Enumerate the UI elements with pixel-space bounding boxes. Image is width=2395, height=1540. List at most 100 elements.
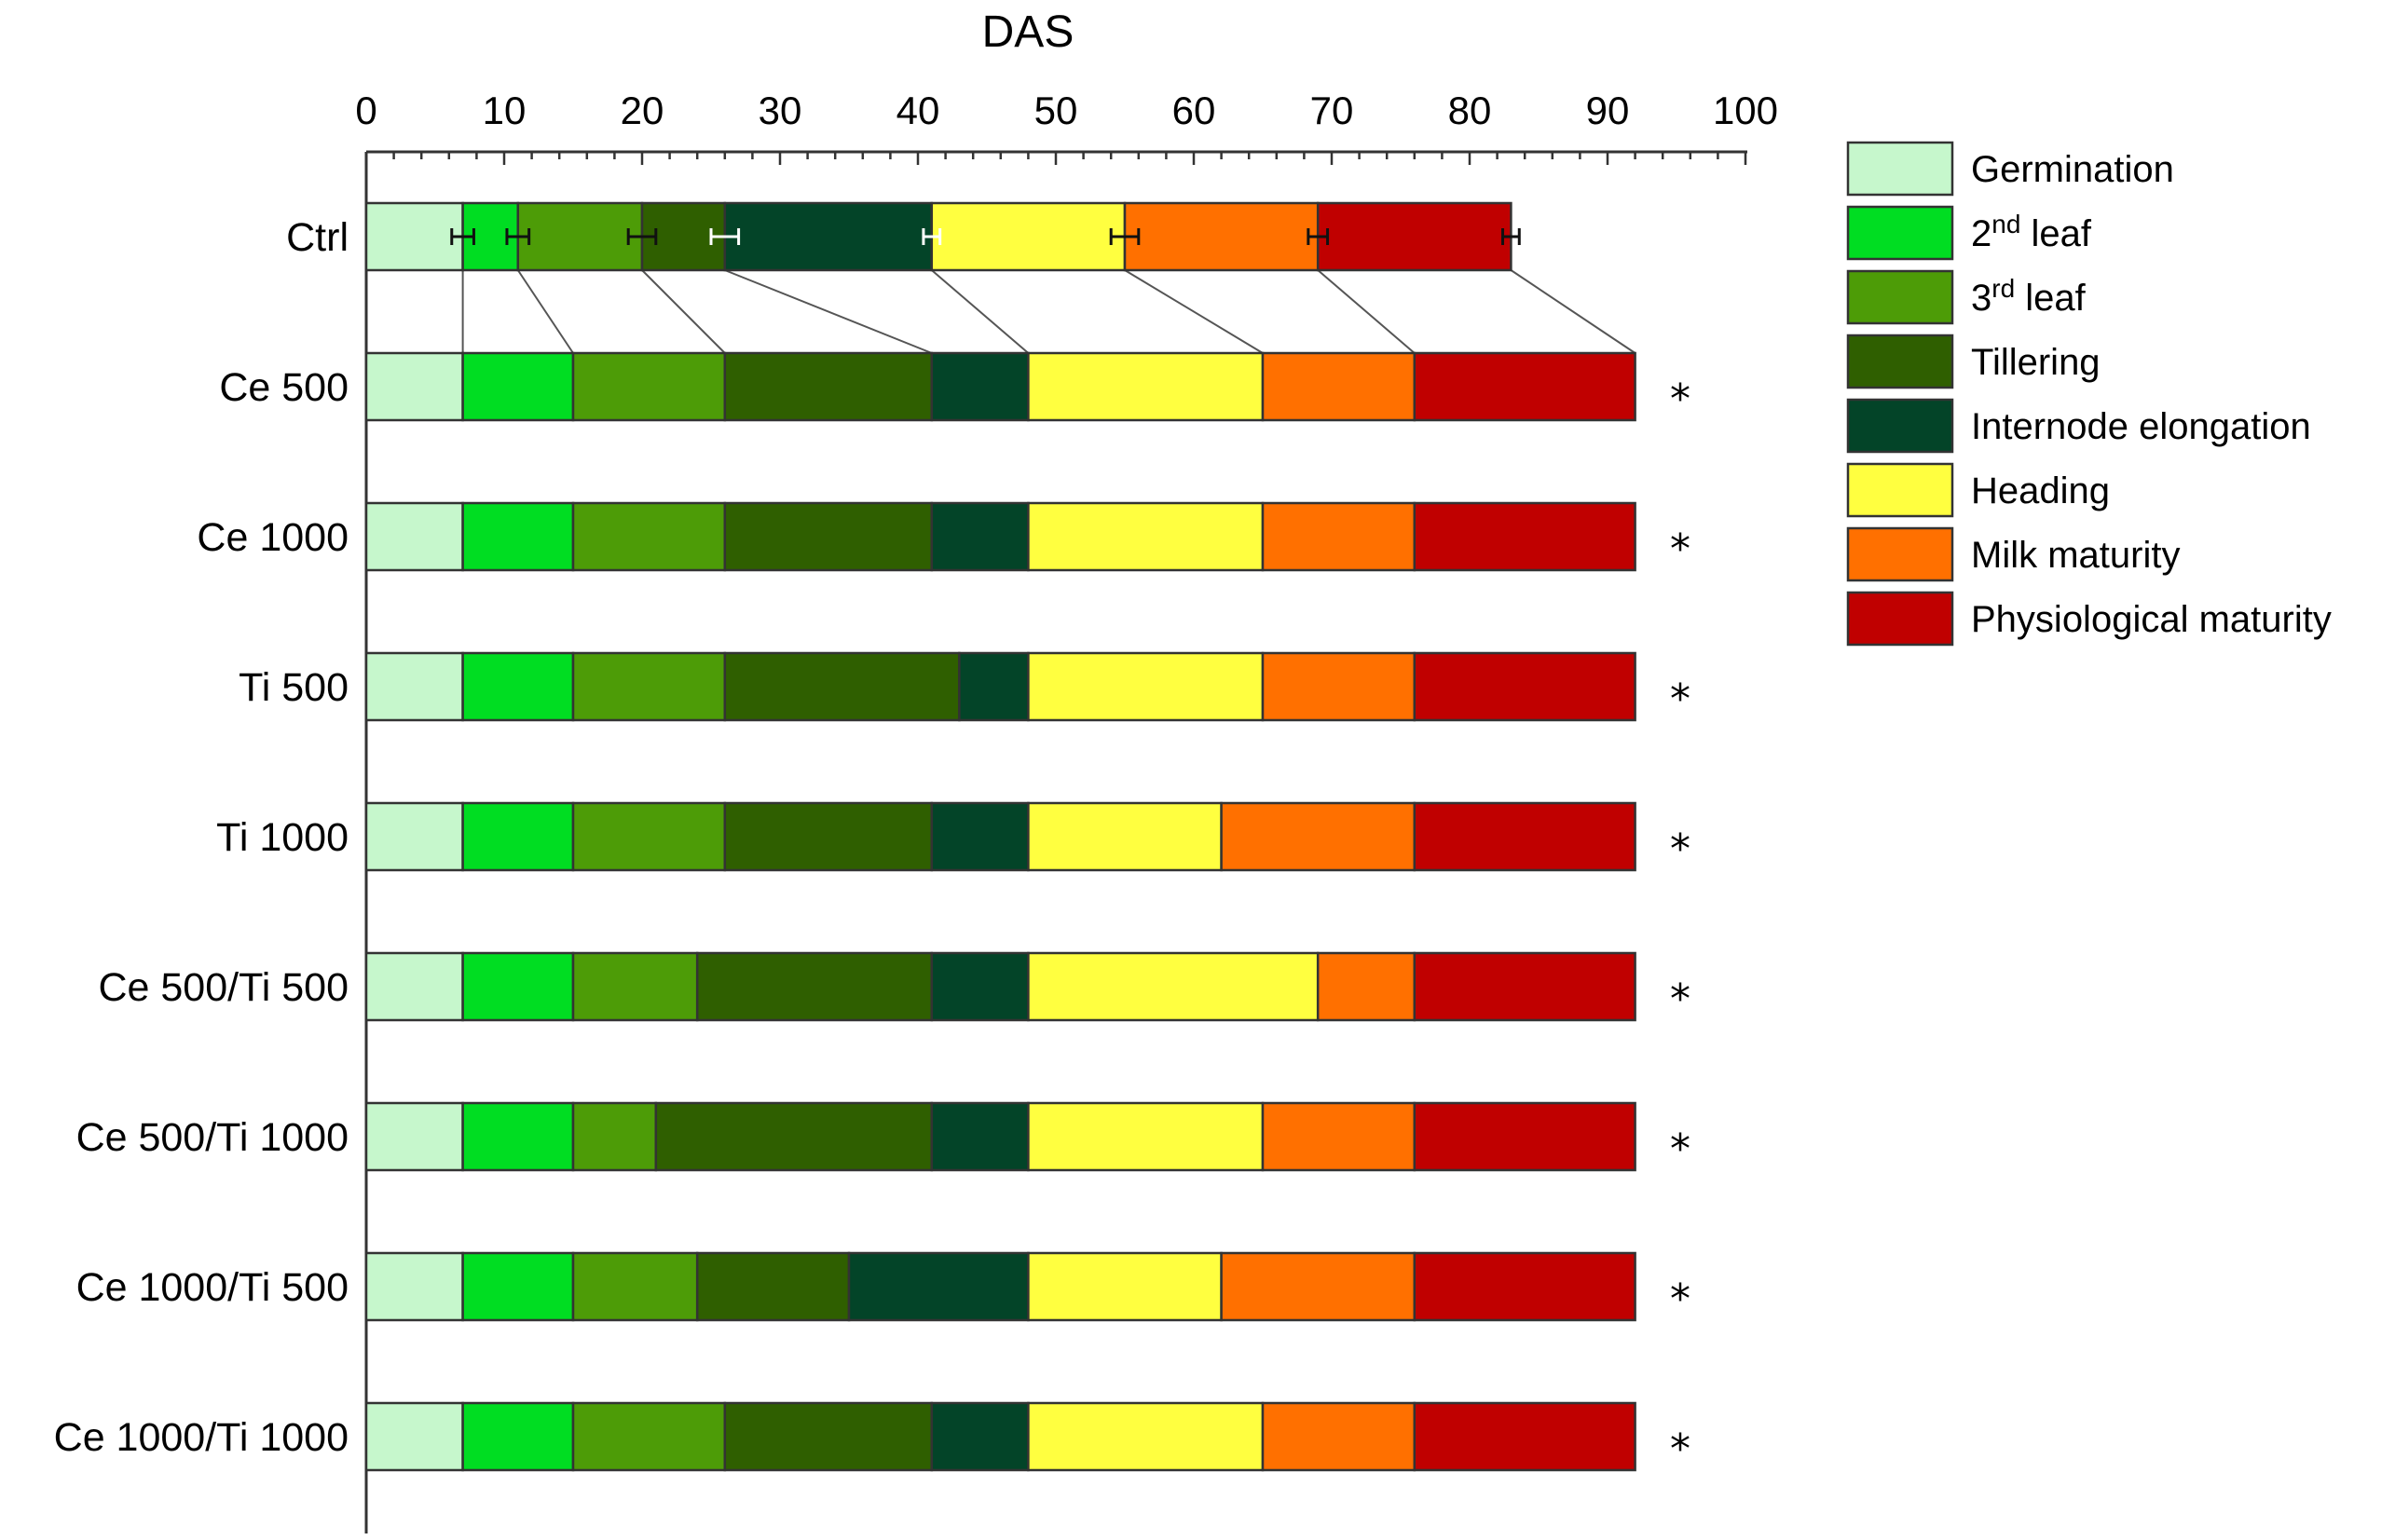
connector-line bbox=[1510, 269, 1636, 354]
bar-segment bbox=[847, 1251, 1030, 1322]
x-axis-title: DAS bbox=[982, 7, 1074, 57]
bar-segment bbox=[1261, 651, 1416, 722]
legend-label: Tillering bbox=[1971, 342, 2101, 383]
bar-segment bbox=[364, 351, 464, 422]
bar-segment bbox=[958, 651, 1030, 722]
bar-segment bbox=[1413, 1251, 1636, 1322]
bar-segment bbox=[1027, 501, 1265, 572]
x-tick-label: 50 bbox=[1034, 89, 1078, 132]
significance-marker: * bbox=[1670, 825, 1690, 873]
bar-segment bbox=[364, 501, 464, 572]
bar-segment bbox=[1261, 351, 1416, 422]
bar-segment bbox=[461, 1251, 575, 1322]
bar-segment bbox=[1413, 1101, 1636, 1172]
row-label: Ce 1000/Ti 1000 bbox=[54, 1415, 349, 1460]
x-tick-label: 60 bbox=[1172, 89, 1216, 132]
legend-label-rest: leaf bbox=[2020, 213, 2091, 254]
bar-segment bbox=[461, 801, 575, 872]
bar-segment bbox=[364, 1101, 464, 1172]
bar-segment bbox=[930, 351, 1030, 422]
bar-segment bbox=[930, 951, 1030, 1022]
bar-segment bbox=[571, 1251, 699, 1322]
bar-segment bbox=[461, 1101, 575, 1172]
legend-label: Internode elongation bbox=[1971, 406, 2311, 447]
x-tick-label: 10 bbox=[483, 89, 527, 132]
bar-segment bbox=[1316, 951, 1416, 1022]
connector-lines bbox=[461, 269, 1636, 354]
x-tick-label: 30 bbox=[759, 89, 802, 132]
bar-segment bbox=[723, 201, 934, 272]
significance-marker: * bbox=[1670, 525, 1690, 573]
significance-marker: * bbox=[1670, 1275, 1690, 1323]
x-tick-label: 0 bbox=[355, 89, 376, 132]
bar-segment bbox=[930, 201, 1127, 272]
x-tick-label: 90 bbox=[1586, 89, 1630, 132]
bar-segment bbox=[364, 651, 464, 722]
significance-marker: * bbox=[1670, 1425, 1690, 1473]
bar-segment bbox=[1413, 351, 1636, 422]
bar-segment bbox=[461, 1401, 575, 1472]
legend-swatch bbox=[1846, 269, 1954, 325]
row-label: Ce 500/Ti 500 bbox=[98, 965, 349, 1010]
bar-segment bbox=[1027, 1251, 1223, 1322]
x-tick-label: 100 bbox=[1713, 89, 1778, 132]
row-labels: Ctrl Ce 500 * Ce 1000 * Ti 500 * Ti 1000 * Ce 500… bbox=[54, 215, 1690, 1473]
bar-segment bbox=[1413, 951, 1636, 1022]
bar-segment bbox=[1027, 801, 1223, 872]
bar-segment bbox=[364, 1401, 464, 1472]
row-label: Ce 500 bbox=[219, 365, 349, 410]
bar-segment bbox=[930, 501, 1030, 572]
legend-label: Germination bbox=[1971, 149, 2174, 190]
legend-label: 2nd leaf bbox=[1971, 210, 2092, 254]
connector-line bbox=[516, 269, 574, 354]
bar-segment bbox=[723, 651, 961, 722]
bar-segment bbox=[723, 351, 934, 422]
connector-line bbox=[724, 269, 933, 354]
row-label: Ce 500/Ti 1000 bbox=[76, 1115, 349, 1160]
bar-segment bbox=[1123, 201, 1320, 272]
bar-segment bbox=[1027, 651, 1265, 722]
bar-segment bbox=[461, 351, 575, 422]
bar-segment bbox=[1316, 201, 1512, 272]
bar-segment bbox=[571, 1401, 727, 1472]
legend-label-base: 2 bbox=[1971, 213, 1991, 254]
bar-segment bbox=[654, 1101, 934, 1172]
bar-segment bbox=[930, 1401, 1030, 1472]
row-label: Ti 500 bbox=[239, 665, 349, 710]
legend-label-superscript: nd bbox=[1991, 210, 2020, 238]
bar-segment bbox=[1027, 1401, 1265, 1472]
row-label: Ti 1000 bbox=[216, 815, 349, 860]
bar-segment bbox=[1027, 351, 1265, 422]
bar-segment bbox=[1413, 501, 1636, 572]
bar-segment bbox=[930, 1101, 1030, 1172]
bar-segment bbox=[1261, 1401, 1416, 1472]
bar-segment bbox=[364, 951, 464, 1022]
x-tick-label: 70 bbox=[1310, 89, 1354, 132]
bar-segment bbox=[571, 951, 699, 1022]
legend-swatch bbox=[1846, 334, 1954, 389]
bar-segment bbox=[1261, 1101, 1416, 1172]
legend-swatch bbox=[1846, 205, 1954, 261]
legend-label: Physiological maturity bbox=[1971, 599, 2332, 640]
bar-segment bbox=[1261, 501, 1416, 572]
bar-segment bbox=[723, 1401, 934, 1472]
bar-segment bbox=[364, 801, 464, 872]
row-label: Ce 1000 bbox=[197, 515, 349, 560]
significance-marker: * bbox=[1670, 375, 1690, 423]
bar-segment bbox=[1413, 801, 1636, 872]
legend-label-superscript: rd bbox=[1991, 274, 2015, 303]
bar-segment bbox=[516, 201, 644, 272]
connector-line bbox=[931, 269, 1030, 354]
bar-segment bbox=[695, 951, 934, 1022]
bar-segment bbox=[461, 951, 575, 1022]
connector-line bbox=[1317, 269, 1416, 354]
bar-segment bbox=[1220, 801, 1416, 872]
significance-marker: * bbox=[1670, 1125, 1690, 1173]
legend-swatch bbox=[1846, 398, 1954, 454]
legend-label: 3rd leaf bbox=[1971, 274, 2087, 319]
significance-marker: * bbox=[1670, 975, 1690, 1023]
bar-segment bbox=[723, 801, 934, 872]
legend-label: Milk maturity bbox=[1971, 535, 2180, 576]
connector-line bbox=[1124, 269, 1264, 354]
